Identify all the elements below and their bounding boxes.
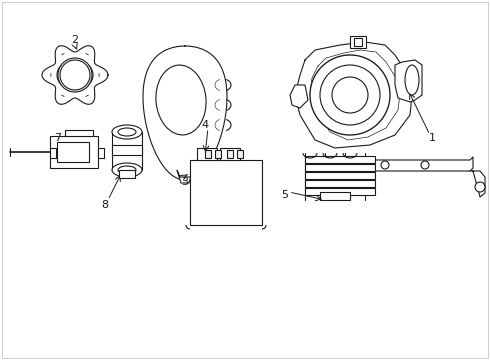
Bar [112, 145, 142, 155]
Text: 5: 5 [281, 190, 289, 200]
Polygon shape [395, 60, 422, 102]
Ellipse shape [112, 163, 142, 177]
Bar [305, 180, 375, 187]
Polygon shape [290, 85, 308, 108]
Bar [119, 170, 135, 178]
Bar [205, 150, 211, 158]
Bar [98, 148, 104, 158]
Ellipse shape [57, 60, 93, 90]
Text: 2: 2 [72, 35, 78, 45]
Circle shape [381, 161, 389, 169]
Circle shape [320, 65, 380, 125]
Bar [305, 164, 375, 171]
Bar [65, 130, 93, 136]
Bar [215, 150, 221, 158]
Polygon shape [177, 170, 193, 183]
Ellipse shape [118, 128, 136, 136]
Text: 8: 8 [101, 200, 109, 210]
Circle shape [58, 58, 92, 92]
Bar [237, 150, 243, 158]
Bar [305, 188, 375, 195]
Circle shape [332, 77, 368, 113]
Bar [354, 38, 362, 46]
Bar [50, 136, 98, 168]
Bar [220, 148, 240, 160]
Ellipse shape [405, 65, 419, 95]
Bar [227, 150, 233, 158]
Text: 6: 6 [332, 157, 339, 167]
Bar [350, 36, 366, 48]
Bar [305, 156, 375, 163]
Bar [50, 148, 56, 158]
Ellipse shape [156, 65, 206, 135]
Ellipse shape [118, 166, 136, 174]
Bar [190, 160, 262, 225]
Circle shape [310, 55, 390, 135]
Circle shape [421, 161, 429, 169]
Bar [320, 192, 350, 200]
Text: 4: 4 [201, 120, 209, 130]
Text: 7: 7 [54, 133, 62, 143]
Text: 1: 1 [428, 133, 436, 143]
Ellipse shape [112, 125, 142, 139]
Bar [57, 142, 89, 162]
Bar [305, 172, 375, 179]
Bar [197, 148, 217, 160]
Circle shape [475, 182, 485, 192]
Text: 3: 3 [181, 177, 189, 187]
Circle shape [60, 60, 90, 90]
